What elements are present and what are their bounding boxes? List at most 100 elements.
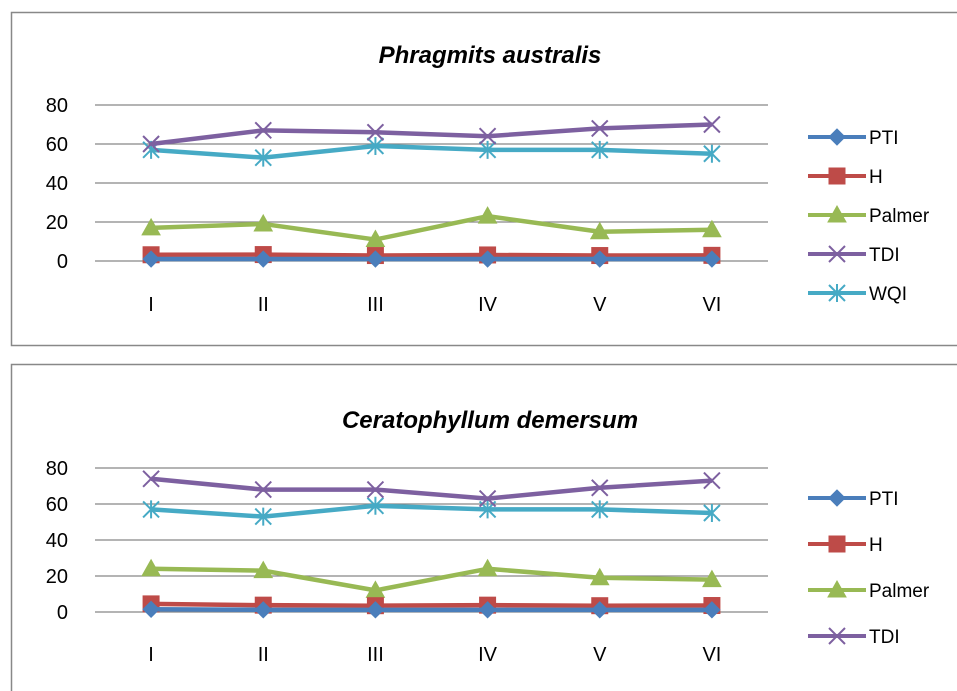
legend-label: PTI [869,128,899,149]
data-point [591,479,609,497]
data-point [591,601,609,619]
data-point [478,250,497,268]
y-tick-label: 80 [46,458,68,480]
data-point [141,558,161,577]
data-point [591,119,609,138]
series-line-wqi [150,503,712,519]
data-point [828,489,846,507]
y-tick-label: 40 [46,530,68,552]
data-point [827,204,847,223]
y-tick-label: 20 [46,566,68,588]
x-tick-label: II [258,294,269,316]
x-tick-label: V [593,644,607,666]
y-tick-label: 0 [57,251,68,273]
y-tick-label: 20 [46,212,68,234]
data-point [253,213,274,232]
series-line-tdi [150,476,713,501]
series-line-h [151,252,712,258]
legend-label: TDI [869,245,900,266]
data-point [477,206,498,224]
legend-label: Palmer [869,581,930,602]
x-tick-label: I [148,294,154,316]
data-point [366,250,385,268]
legend-label: H [869,535,883,556]
legend-label: Palmer [869,206,930,227]
data-point [828,535,846,553]
legend-label: WQI [869,284,907,305]
data-point [828,245,846,263]
data-point [366,123,385,142]
y-tick-label: 60 [46,494,68,516]
data-point [703,504,721,522]
data-point [254,250,272,268]
data-point [828,627,846,645]
chart-frame [10,11,957,347]
series-line-tdi [150,122,712,147]
y-tick-label: 60 [46,134,68,156]
x-tick-label: IV [478,294,498,316]
data-point [591,500,609,519]
data-point [702,219,722,238]
data-point [828,284,846,302]
data-point [703,471,721,490]
data-point [828,167,846,185]
data-point [478,127,497,145]
x-tick-label: III [367,644,384,666]
data-point [365,229,386,248]
data-point [589,221,610,240]
x-tick-label: IV [478,644,498,666]
data-point [254,480,272,499]
data-point [828,128,846,146]
data-point [477,558,498,577]
series-line-wqi [150,143,712,160]
x-tick-label: VI [702,644,721,666]
data-point [366,480,385,499]
data-point [478,140,497,159]
data-point [366,136,385,155]
x-tick-label: II [258,644,269,666]
chart-title: Ceratophyllum demersum [342,407,638,434]
data-point [254,601,272,619]
data-point [142,135,160,153]
series-line-h [151,601,712,608]
series-line-palmer [151,566,712,593]
x-tick-label: I [148,644,154,666]
y-tick-label: 80 [46,95,68,117]
data-point [254,507,272,526]
data-point [142,600,160,619]
series-line-pti [151,607,712,613]
series-line-palmer [151,213,712,242]
data-point [703,601,721,619]
data-point [478,489,497,508]
data-point [254,148,272,167]
data-point [478,601,497,619]
y-tick-label: 40 [46,173,68,195]
data-point [142,500,160,519]
data-point [141,217,161,236]
data-point [253,560,274,579]
chart-title: Phragmits australis [379,42,602,69]
y-tick-label: 0 [57,602,68,624]
data-point [702,569,722,588]
data-point [366,496,385,515]
legend-label: PTI [869,489,899,510]
x-tick-label: V [593,294,607,316]
x-tick-label: III [367,294,384,316]
data-point [142,250,160,268]
data-point [703,144,721,163]
data-point [366,601,385,619]
data-point [827,579,847,598]
legend-label: H [869,167,883,188]
data-point [589,567,610,586]
data-point [703,250,721,268]
legend-label: TDI [869,627,900,648]
data-point [591,250,609,268]
data-point [254,121,272,140]
chart-frame [10,363,957,691]
x-tick-label: VI [702,294,721,316]
data-point [591,140,609,159]
data-point [142,470,160,488]
